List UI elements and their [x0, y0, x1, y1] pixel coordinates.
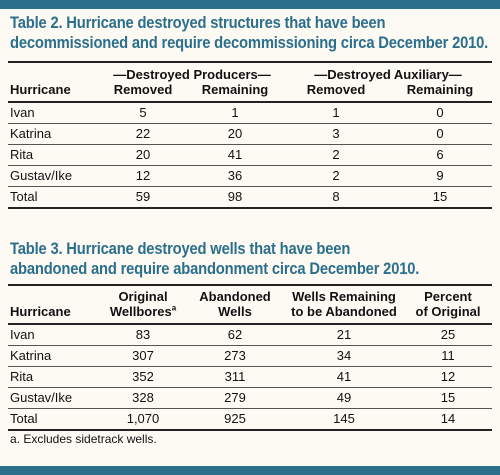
header-line: Percent	[424, 289, 472, 304]
table3-footnote: a. Excludes sidetrack wells.	[10, 432, 157, 446]
table2-group-auxiliary: —Destroyed Auxiliary—	[284, 61, 492, 82]
table-cell: 11	[404, 345, 492, 367]
table3-title-line2: abandoned and require abandonment circa …	[10, 260, 420, 278]
table-cell: 22	[100, 123, 186, 145]
table2-title: Table 2. Hurricane destroyed structures …	[10, 13, 489, 53]
table-cell: Katrina	[8, 345, 100, 367]
table-cell: 6	[388, 144, 492, 166]
table3-header-abandoned-wells: Abandoned Wells	[186, 284, 284, 325]
table2-header-row: Hurricane Removed Remaining Removed Rema…	[8, 82, 492, 103]
table-cell: 59	[100, 186, 186, 209]
table-cell: 352	[100, 366, 186, 388]
table-cell: 2	[284, 165, 388, 187]
table-row: Katrina 307 273 34 11	[8, 345, 492, 367]
table-cell: Rita	[8, 144, 100, 166]
table2-group-header-row: —Destroyed Producers— —Destroyed Auxilia…	[8, 61, 492, 82]
table3-header-row: Hurricane Original Wellboresa Abandoned …	[8, 284, 492, 325]
table-cell: Gustav/Ike	[8, 387, 100, 409]
table2-title-line2: decommissioned and require decommissioni…	[10, 34, 489, 52]
table-row-total: Total 1,070 925 145 14	[8, 408, 492, 431]
table-row-total: Total 59 98 8 15	[8, 186, 492, 209]
table-cell: 62	[227, 327, 243, 342]
table-cell: 311	[186, 366, 284, 388]
header-line: to be Abandoned	[291, 304, 397, 319]
table-row: Ivan 5 1 1 0	[8, 102, 492, 124]
table2-header-auxiliary-removed: Removed	[284, 82, 388, 103]
table2-title-line1: Table 2. Hurricane destroyed structures …	[10, 14, 386, 32]
table-cell: 49	[284, 387, 404, 409]
header-line: Abandoned	[199, 289, 271, 304]
table3-header-wells-remaining: Wells Remaining to be Abandoned	[284, 284, 404, 325]
table3-header-hurricane: Hurricane	[8, 284, 100, 325]
table-cell: 34	[284, 345, 404, 367]
table-cell: 25	[440, 327, 456, 342]
table-cell: Ivan	[10, 105, 35, 120]
table-cell: Katrina	[8, 123, 100, 145]
table-cell: 145	[284, 408, 404, 431]
table-cell: 20	[100, 144, 186, 166]
table-cell: 20	[186, 123, 284, 145]
table-cell: Ivan	[10, 327, 35, 342]
table3: Hurricane Original Wellboresa Abandoned …	[8, 284, 492, 431]
table-cell: 279	[186, 387, 284, 409]
table-row: Rita 352 311 41 12	[8, 366, 492, 388]
table-cell: 328	[100, 387, 186, 409]
header-line: Original	[118, 289, 168, 304]
table-cell: 2	[284, 144, 388, 166]
table2-header-producers-remaining: Remaining	[186, 82, 284, 103]
table2: —Destroyed Producers— —Destroyed Auxilia…	[8, 61, 492, 209]
table-cell: 14	[404, 408, 492, 431]
table-row: Katrina 22 20 3 0	[8, 123, 492, 145]
table-cell: Rita	[8, 366, 100, 388]
table-cell: 36	[186, 165, 284, 187]
table3-title-line1: Table 3. Hurricane destroyed wells that …	[10, 240, 351, 258]
table-cell: 307	[100, 345, 186, 367]
table-cell: 15	[388, 186, 492, 209]
table-cell: 3	[284, 123, 388, 145]
table-cell: 0	[388, 123, 492, 145]
table-cell: 98	[186, 186, 284, 209]
table3-title: Table 3. Hurricane destroyed wells that …	[10, 239, 447, 279]
table-cell: Total	[8, 408, 100, 431]
table-cell: 9	[388, 165, 492, 187]
table-cell: 12	[404, 366, 492, 388]
top-accent-bar	[0, 0, 500, 9]
table-cell: Total	[8, 186, 100, 209]
footnote-marker: a	[171, 303, 177, 313]
table-cell: 8	[284, 186, 388, 209]
header-line: Wells Remaining	[292, 289, 396, 304]
table-cell: 925	[186, 408, 284, 431]
header-line: Wells	[218, 304, 252, 319]
table-cell: 1,070	[100, 408, 186, 431]
table-cell: 41	[284, 366, 404, 388]
table-cell: 15	[404, 387, 492, 409]
table-cell: 0	[436, 105, 444, 120]
table-row: Ivan 83 62 21 25	[8, 324, 492, 346]
table2-group-producers: —Destroyed Producers—	[100, 61, 284, 82]
table-cell: 41	[186, 144, 284, 166]
table3-header-original-wellbores: Original Wellboresa	[100, 284, 186, 325]
table-cell: Gustav/Ike	[8, 165, 100, 187]
table-cell: 1	[231, 105, 239, 120]
table-cell: 83	[135, 327, 151, 342]
table-cell: 273	[186, 345, 284, 367]
table-cell: 12	[100, 165, 186, 187]
table-cell: 1	[332, 105, 340, 120]
table-row: Gustav/Ike 328 279 49 15	[8, 387, 492, 409]
table-cell: 21	[336, 327, 352, 342]
table2-header-hurricane: Hurricane	[8, 82, 100, 103]
table-row: Gustav/Ike 12 36 2 9	[8, 165, 492, 187]
table3-header-percent-original: Percent of Original	[404, 284, 492, 325]
header-line: of Original	[415, 304, 481, 319]
table2-header-auxiliary-remaining: Remaining	[388, 82, 492, 103]
table-row: Rita 20 41 2 6	[8, 144, 492, 166]
table2-header-producers-removed: Removed	[100, 82, 186, 103]
table-cell: 5	[139, 105, 147, 120]
header-line: Wellbores	[109, 304, 172, 319]
bottom-accent-bar	[0, 466, 500, 475]
